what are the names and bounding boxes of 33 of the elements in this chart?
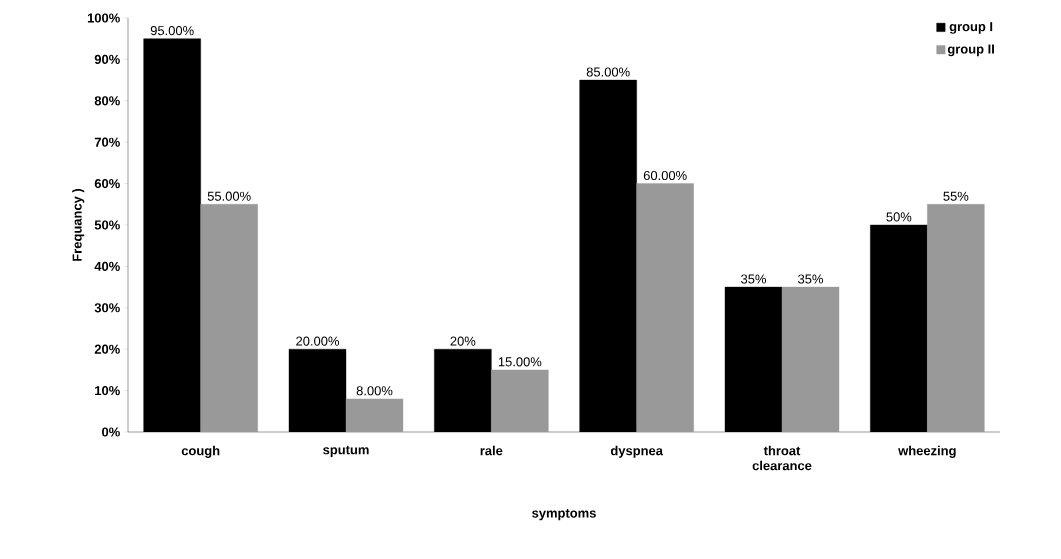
y-tick-label: 30% [94, 303, 120, 313]
data-label: 8.00% [356, 386, 393, 396]
data-label: 35% [741, 274, 767, 284]
y-tick-label: 80% [94, 96, 120, 106]
y-tick-label: 20% [94, 344, 120, 354]
data-label: 85.00% [586, 67, 630, 77]
data-label: 15.00% [498, 357, 542, 367]
data-label: 35% [798, 274, 824, 284]
y-tick-label: 40% [94, 261, 120, 271]
y-tick-label: 90% [94, 54, 120, 64]
data-label: 50% [886, 212, 912, 222]
data-label: 95.00% [150, 26, 194, 36]
y-axis-title: Frequancy ) [72, 188, 85, 261]
y-tick-label: 70% [94, 137, 120, 147]
data-label: 55.00% [207, 191, 251, 201]
data-label: 60.00% [643, 170, 687, 181]
x-tick-label: wheezing [898, 445, 956, 458]
y-tick-label: 10% [95, 386, 120, 396]
legend-label: group II [947, 44, 994, 57]
x-axis-title: symptoms [532, 509, 596, 521]
x-tick-label: throat clearance [752, 445, 812, 471]
x-tick-label: sputum [323, 445, 369, 457]
x-tick-label: cough [181, 445, 220, 458]
data-label: 20.00% [296, 336, 339, 346]
legend-label: group I [949, 22, 993, 34]
data-label: 20% [450, 336, 476, 346]
y-tick-label: 0% [102, 427, 120, 437]
y-tick-label: 60% [94, 179, 120, 189]
x-tick-label: dyspnea [610, 445, 664, 458]
y-tick-label: 50% [94, 220, 120, 230]
y-tick-label: 100% [87, 13, 120, 23]
data-label: 55% [943, 191, 969, 201]
x-tick-label: rale [480, 445, 503, 456]
